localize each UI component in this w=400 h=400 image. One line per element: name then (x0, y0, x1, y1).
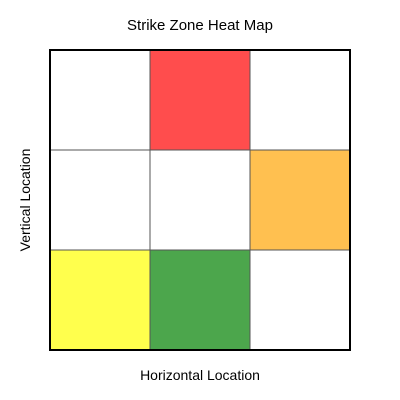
heatmap-cell-r3-c2 (149, 249, 251, 351)
chart-title: Strike Zone Heat Map (127, 17, 273, 34)
plot-border (49, 49, 351, 351)
heatmap-cell-r1-c3 (249, 49, 351, 151)
heatmap-cell-r2-c1 (49, 149, 151, 251)
heatmap-cell-r3-c1 (49, 249, 151, 351)
heatmap-cell-r2-c3 (249, 149, 351, 251)
heatmap-cell-r1-c1 (49, 49, 151, 151)
y-axis-label: Vertical Location (17, 149, 33, 252)
heatmap-cells (49, 49, 351, 351)
x-axis-label: Horizontal Location (140, 367, 260, 383)
heatmap-cell-r2-c2 (149, 149, 251, 251)
heatmap-cell-r1-c2 (149, 49, 251, 151)
heatmap-cell-r3-c3 (249, 249, 351, 351)
